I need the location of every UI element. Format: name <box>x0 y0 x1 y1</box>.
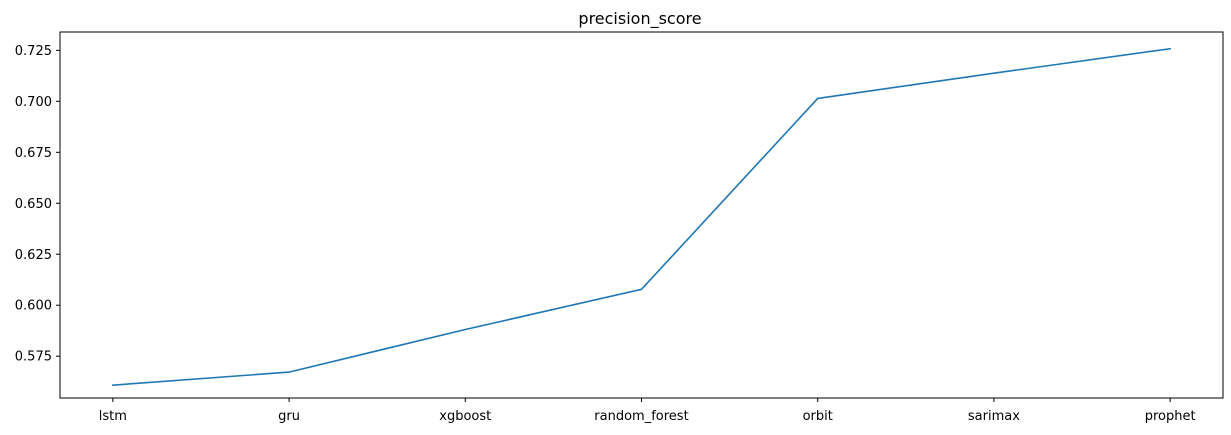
y-tick-label: 0.600 <box>15 299 52 314</box>
x-tick-label: orbit <box>803 409 833 424</box>
x-tick-label: gru <box>278 409 300 424</box>
y-tick-label: 0.725 <box>15 44 52 59</box>
x-tick-label: random_forest <box>594 409 688 424</box>
axes <box>59 31 1224 399</box>
x-tick-label: lstm <box>99 409 127 424</box>
series-layer <box>112 47 1172 387</box>
y-tick-label: 0.700 <box>15 95 52 110</box>
y-tick-label: 0.575 <box>15 350 52 365</box>
series-line <box>112 47 1172 387</box>
x-tick-label: xgboost <box>439 409 491 424</box>
y-tick-label: 0.650 <box>15 197 52 212</box>
ticks: 0.575 0.600 0.625 0.650 0.675 0.700 0.725 lstm g… <box>15 44 1196 424</box>
y-tick-label: 0.675 <box>15 146 52 161</box>
x-tick-label: prophet <box>1145 409 1196 424</box>
chart-title: precision_score <box>578 9 701 29</box>
y-tick-label: 0.625 <box>15 248 52 263</box>
x-tick-label: sarimax <box>968 409 1020 424</box>
plot-frame <box>59 31 1224 399</box>
